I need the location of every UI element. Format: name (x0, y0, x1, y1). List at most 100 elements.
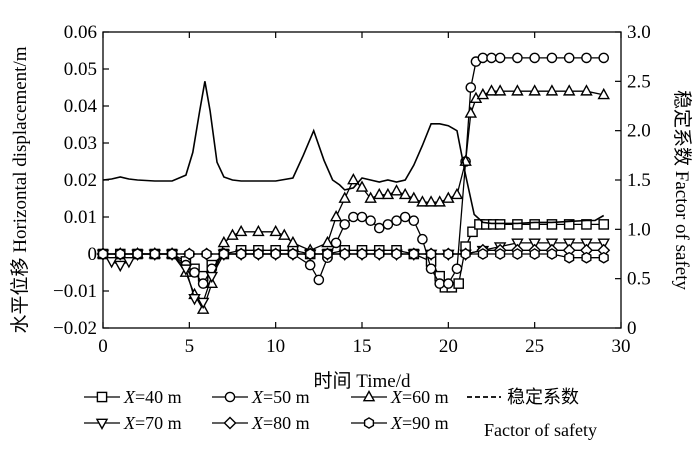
data-point-x50 (313, 274, 325, 286)
legend-label-factor-of-safety: 稳定系数 (507, 387, 579, 407)
legend-marker-x40 (96, 391, 108, 403)
y-right-axis-title: 稳定系数 Factor of safety (671, 90, 693, 290)
data-point-x50 (529, 52, 540, 64)
data-point-x70 (114, 260, 127, 273)
data-point-x50 (399, 211, 411, 223)
data-point-x90 (253, 248, 264, 260)
data-point-x50 (339, 219, 351, 230)
data-point-x70 (122, 257, 136, 269)
series-line-factor-of-safety (102, 81, 605, 225)
data-point-x90 (287, 248, 299, 260)
data-point-x50 (434, 278, 446, 289)
data-point-x50 (365, 215, 376, 226)
data-point-x90 (236, 248, 247, 260)
data-point-x50 (304, 259, 316, 271)
data-point-x90 (546, 248, 558, 260)
data-point-x90 (339, 248, 350, 260)
x-tick-label: 0 (98, 336, 108, 357)
data-point-x40 (598, 219, 610, 230)
y-right-tick-label: 1.0 (627, 219, 651, 240)
data-point-x60 (450, 187, 464, 200)
data-point-x60 (338, 191, 351, 203)
data-point-x90 (443, 248, 454, 260)
data-point-x90 (374, 248, 385, 260)
data-point-x60 (321, 235, 334, 248)
data-point-x60 (278, 228, 291, 240)
data-point-x90 (270, 248, 281, 260)
data-point-x50 (477, 52, 489, 64)
legend-marker-x50 (224, 391, 236, 403)
data-point-x60 (493, 84, 507, 96)
data-point-x60 (398, 187, 412, 200)
data-point-x60 (476, 87, 490, 100)
x-tick-label: 20 (439, 336, 458, 357)
data-point-x60 (433, 195, 446, 207)
y-left-tick-label: 0.05 (64, 59, 97, 80)
data-point-x50 (189, 267, 200, 278)
data-point-x90 (356, 248, 368, 260)
data-point-x60 (407, 191, 421, 203)
data-point-x60 (580, 84, 593, 96)
y-left-tick-label: 0.04 (64, 96, 98, 117)
y-left-tick-label: 0.01 (64, 207, 97, 228)
data-point-x50 (451, 263, 463, 275)
data-point-x90 (529, 248, 540, 260)
data-point-x90 (391, 248, 402, 260)
data-point-x90 (184, 248, 195, 260)
legend-marker-x80 (223, 416, 237, 430)
data-point-x90 (495, 248, 506, 260)
data-point-x40 (529, 219, 540, 230)
data-point-x50 (598, 52, 610, 64)
data-point-x70 (188, 294, 201, 306)
data-point-x90 (322, 248, 333, 260)
y-left-tick-label: 0.02 (64, 170, 97, 191)
data-point-x60 (442, 191, 455, 203)
data-point-x40 (494, 219, 506, 230)
data-point-x60 (562, 84, 576, 96)
x-tick-label: 30 (612, 336, 631, 357)
legend-label-x90: X=90 m (390, 413, 449, 433)
legend-marker-x70 (95, 418, 109, 430)
data-point-x60 (329, 210, 343, 222)
data-point-x50 (425, 263, 437, 275)
data-point-x90 (149, 248, 160, 260)
data-point-x60 (252, 224, 265, 237)
data-point-x90 (115, 248, 126, 260)
data-point-x40 (563, 219, 575, 230)
y-right-tick-label: 3.0 (627, 22, 651, 43)
data-point-x50 (356, 211, 368, 223)
data-point-x90 (218, 248, 229, 260)
plot-frame (102, 31, 622, 329)
data-point-x90 (201, 248, 212, 260)
y-right-tick-label: 1.5 (627, 170, 651, 191)
y-left-tick-label: 0.06 (64, 22, 97, 43)
data-point-x60 (528, 84, 541, 96)
data-point-x60 (373, 187, 386, 200)
data-point-x60 (390, 184, 403, 196)
data-point-x50 (373, 222, 385, 234)
y-left-tick-label: −0.02 (53, 318, 97, 339)
series-line-x70 (102, 242, 604, 303)
data-point-x50 (546, 52, 558, 64)
legend-label-x60: X=60 m (390, 387, 449, 407)
series-line-x40 (103, 223, 604, 288)
data-point-x50 (408, 215, 420, 226)
data-point-x60 (485, 84, 498, 96)
data-point-x40 (546, 219, 558, 230)
data-point-x40 (453, 278, 464, 289)
legend-label-factor-of-safety-en: Factor of safety (484, 420, 597, 440)
data-point-x60 (381, 187, 395, 200)
data-point-x60 (545, 84, 559, 96)
data-point-x70 (105, 257, 118, 269)
data-point-x60 (511, 84, 524, 96)
data-point-x50 (563, 52, 575, 64)
y-left-tick-label: 0.03 (64, 133, 97, 154)
y-right-tick-label: 2.0 (627, 121, 651, 142)
data-point-x90 (460, 248, 471, 260)
y-right-tick-label: 0 (627, 318, 637, 339)
data-point-x90 (425, 248, 437, 260)
data-point-x90 (512, 248, 523, 260)
data-point-x60 (234, 224, 248, 237)
